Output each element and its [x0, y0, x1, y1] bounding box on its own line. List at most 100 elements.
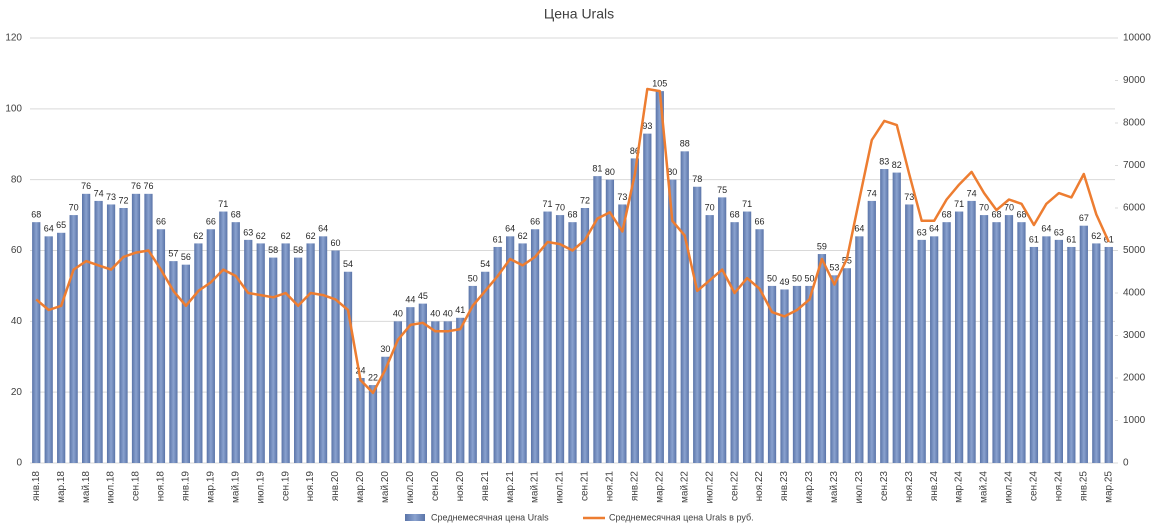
bar — [481, 271, 490, 463]
data-label: 44 — [405, 295, 415, 305]
y2-tick-label: 9000 — [1123, 75, 1146, 86]
bar — [1104, 246, 1113, 463]
bar — [256, 243, 265, 463]
bar — [817, 254, 827, 463]
data-label: 74 — [967, 188, 977, 198]
x-tick-label: янв.23 — [779, 471, 790, 502]
bar — [294, 257, 303, 463]
bar — [194, 243, 203, 463]
bar — [830, 275, 839, 463]
bar — [1079, 225, 1088, 463]
bar — [518, 243, 527, 463]
x-tick-label: июл.21 — [555, 471, 566, 504]
data-label: 73 — [106, 192, 116, 202]
x-tick-label: сен.22 — [729, 471, 740, 501]
x-tick-label: май.21 — [530, 471, 541, 503]
data-label: 40 — [443, 309, 453, 319]
data-label: 68 — [992, 210, 1002, 220]
x-tick-label: ноя.20 — [455, 471, 466, 502]
data-label: 63 — [1054, 227, 1064, 237]
x-tick-label: мар.23 — [804, 471, 815, 503]
bar — [805, 285, 814, 463]
bar — [156, 229, 166, 463]
x-tick-label: янв.24 — [929, 471, 940, 502]
y-tick-label: 0 — [16, 458, 22, 469]
data-label: 64 — [44, 224, 54, 234]
data-label: 70 — [705, 202, 715, 212]
bar — [82, 193, 91, 464]
data-label: 71 — [218, 199, 228, 209]
x-tick-label: мар.20 — [355, 471, 366, 503]
data-label: 62 — [256, 231, 266, 241]
bar — [930, 236, 939, 463]
x-tick-label: июл.20 — [405, 471, 416, 504]
bar — [755, 229, 764, 463]
bar — [343, 271, 353, 463]
legend-label: Среднемесячная цена Urals в руб. — [609, 512, 754, 522]
data-label: 67 — [1079, 213, 1089, 223]
bar — [44, 236, 53, 463]
x-tick-label: мар.19 — [205, 471, 216, 503]
data-label: 61 — [1029, 234, 1039, 244]
x-tick-label: ноя.18 — [156, 471, 167, 502]
y-tick-label: 80 — [11, 174, 23, 185]
x-tick-label: сен.24 — [1029, 471, 1040, 501]
bar — [668, 179, 677, 463]
x-tick-label: сен.19 — [280, 471, 291, 501]
data-label: 66 — [530, 217, 540, 227]
bar — [855, 236, 864, 463]
data-label: 76 — [81, 181, 91, 191]
bar — [867, 200, 876, 463]
x-tick-label: мар.25 — [1103, 471, 1114, 503]
data-label: 64 — [929, 224, 939, 234]
bar — [231, 222, 240, 463]
bar — [1067, 246, 1076, 463]
y2-tick-label: 4000 — [1123, 288, 1146, 299]
x-tick-label: янв.20 — [330, 471, 341, 502]
data-label: 54 — [480, 259, 490, 269]
bar — [655, 91, 664, 463]
bar — [169, 261, 178, 463]
data-label: 62 — [281, 231, 291, 241]
bar — [244, 239, 253, 463]
bar — [892, 172, 901, 464]
bar — [767, 285, 777, 463]
bar — [780, 289, 789, 463]
bar — [131, 193, 141, 464]
x-tick-label: май.23 — [829, 471, 840, 503]
x-tick-label: ноя.23 — [904, 471, 915, 502]
x-tick-label: янв.25 — [1078, 471, 1089, 502]
data-label: 61 — [1066, 234, 1076, 244]
data-label: 22 — [368, 372, 378, 382]
data-label: 65 — [56, 220, 66, 230]
bar — [331, 250, 340, 463]
legend-swatch — [405, 514, 425, 521]
y-tick-label: 60 — [11, 245, 23, 256]
bar — [992, 222, 1001, 463]
x-tick-label: май.19 — [230, 471, 241, 503]
data-label: 75 — [717, 185, 727, 195]
bar — [219, 211, 228, 463]
data-label: 80 — [605, 167, 615, 177]
data-label: 64 — [318, 224, 328, 234]
bar — [742, 211, 752, 463]
data-label: 61 — [493, 234, 503, 244]
data-label: 50 — [468, 273, 478, 283]
data-label: 57 — [168, 249, 178, 259]
data-label: 24 — [355, 365, 365, 375]
bar — [630, 158, 639, 463]
data-label: 73 — [617, 192, 627, 202]
bar — [555, 215, 565, 463]
x-tick-label: мар.18 — [56, 471, 67, 503]
bar — [456, 317, 465, 463]
bar — [1042, 236, 1051, 463]
data-label: 74 — [94, 188, 104, 198]
data-label: 71 — [742, 199, 752, 209]
y-tick-label: 20 — [11, 387, 23, 398]
data-label: 49 — [780, 277, 790, 287]
x-tick-label: июл.23 — [854, 471, 865, 504]
bar — [393, 321, 403, 463]
y2-tick-label: 0 — [1123, 458, 1129, 469]
bar — [106, 204, 116, 464]
data-label: 62 — [193, 231, 203, 241]
